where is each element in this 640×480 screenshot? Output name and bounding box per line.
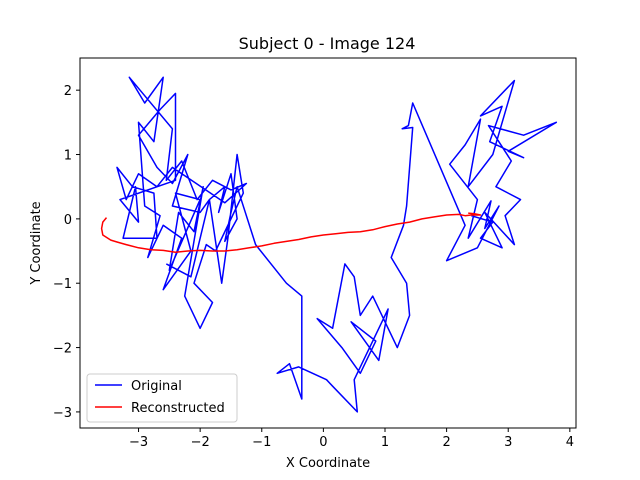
y-tick-label: −2 [53, 342, 72, 357]
legend-label-reconstructed: Reconstructed [131, 401, 225, 416]
y-tick-label: 1 [64, 149, 72, 164]
series-line-reconstructed [100, 212, 482, 254]
y-tick-label: −1 [53, 277, 72, 292]
plot-area [79, 57, 577, 429]
legend-box [86, 373, 238, 423]
x-tick-label: −3 [129, 435, 148, 450]
plot-frame [79, 57, 577, 429]
y-axis-ticks: −3 −2 −1 0 1 2 [53, 84, 80, 421]
x-tick-label: 2 [442, 435, 450, 450]
x-tick-label: 1 [381, 435, 389, 450]
series-layer [100, 76, 558, 413]
x-tick-label: 0 [319, 435, 327, 450]
y-tick-label: 0 [64, 213, 72, 228]
y-tick-label: −3 [53, 406, 72, 421]
x-tick-label: 3 [504, 435, 512, 450]
y-axis-label: Y Coordinate [29, 201, 44, 285]
legend: Original Reconstructed [86, 373, 238, 423]
x-axis-ticks: −3 −2 −1 0 1 2 3 4 [129, 428, 574, 450]
legend-label-original: Original [131, 379, 182, 394]
series-line-original [116, 76, 558, 413]
x-tick-label: −1 [252, 435, 271, 450]
y-tick-label: 2 [64, 84, 72, 99]
x-axis-label: X Coordinate [286, 456, 370, 471]
x-tick-label: −2 [191, 435, 210, 450]
x-tick-label: 4 [566, 435, 574, 450]
chart-title: Subject 0 - Image 124 [239, 34, 416, 53]
